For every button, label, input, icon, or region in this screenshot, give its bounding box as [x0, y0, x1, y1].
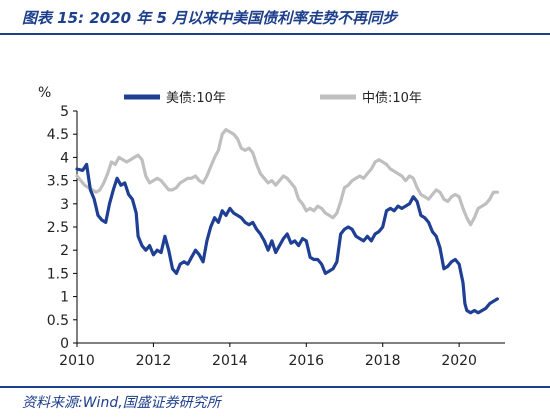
x-tick-label: 2014 — [212, 353, 248, 369]
x-tick-label: 2010 — [59, 353, 95, 369]
series-line-us — [75, 162, 499, 315]
y-tick-label: 0 — [60, 336, 69, 352]
y-tick-label: 3 — [60, 197, 69, 213]
figure-title: 图表 15: 2020 年 5 月以来中美国债利率走势不再同步 — [22, 9, 398, 27]
x-tick-label: 2016 — [288, 353, 324, 369]
y-tick-label: 5 — [60, 104, 69, 120]
y-tick-label: 0.5 — [47, 313, 69, 329]
y-tick-label: 1 — [60, 290, 69, 306]
title-divider — [0, 33, 550, 35]
x-tick-label: 2020 — [441, 353, 477, 369]
y-tick-label: 3.5 — [47, 174, 69, 190]
line-chart: % 美债:10年 中债:10年 0 0.5 1 1.5 2 2.5 3 3.5 4 4.5 5 201… — [38, 85, 505, 369]
source-note: 资料来源:Wind,国盛证券研究所 — [22, 395, 221, 411]
y-tick-label: 1.5 — [47, 266, 69, 282]
x-tick-label: 2012 — [136, 353, 172, 369]
y-unit-label: % — [38, 85, 51, 101]
y-tick-label: 4 — [60, 150, 69, 166]
legend-label-us: 美债:10年 — [166, 91, 226, 106]
plot-area — [75, 128, 499, 315]
x-tick-label: 2018 — [365, 353, 401, 369]
y-tick-label: 4.5 — [47, 127, 69, 143]
legend-label-cn: 中债:10年 — [362, 91, 422, 106]
source-divider — [0, 386, 550, 388]
y-tick-label: 2 — [60, 243, 69, 259]
y-tick-label: 2.5 — [47, 220, 69, 236]
axes: 0 0.5 1 1.5 2 2.5 3 3.5 4 4.5 5 2010 2012 2014 2016 201… — [47, 104, 505, 369]
legend: 美债:10年 中债:10年 — [124, 91, 422, 106]
series-line-cn — [75, 128, 499, 227]
